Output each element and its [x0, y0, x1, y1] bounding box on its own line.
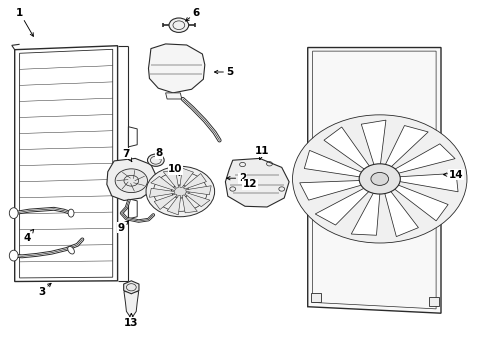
Polygon shape [382, 181, 418, 237]
Circle shape [146, 166, 215, 217]
Polygon shape [183, 174, 206, 189]
Text: 3: 3 [38, 283, 51, 297]
Text: 10: 10 [168, 164, 183, 176]
Text: 4: 4 [23, 229, 34, 243]
Circle shape [371, 172, 389, 185]
Ellipse shape [9, 250, 18, 261]
Text: 7: 7 [122, 149, 132, 162]
Polygon shape [304, 150, 375, 179]
Polygon shape [324, 127, 376, 177]
Text: 9: 9 [118, 221, 128, 233]
Polygon shape [182, 195, 197, 213]
Ellipse shape [68, 246, 74, 254]
Polygon shape [180, 168, 194, 188]
Text: 1: 1 [16, 8, 33, 36]
Text: 13: 13 [124, 314, 139, 328]
Ellipse shape [68, 209, 74, 217]
Polygon shape [149, 188, 175, 197]
Text: 14: 14 [443, 170, 463, 180]
Polygon shape [384, 173, 458, 192]
Polygon shape [361, 120, 386, 176]
Polygon shape [225, 158, 289, 207]
Polygon shape [154, 194, 177, 210]
Polygon shape [311, 293, 321, 302]
Polygon shape [383, 144, 455, 177]
Polygon shape [380, 126, 428, 176]
Polygon shape [123, 281, 139, 294]
Ellipse shape [9, 208, 18, 219]
Polygon shape [107, 158, 157, 201]
Polygon shape [351, 183, 381, 235]
Text: 6: 6 [186, 8, 199, 21]
Text: 11: 11 [255, 146, 270, 159]
Polygon shape [186, 186, 211, 195]
Circle shape [293, 115, 467, 243]
Polygon shape [148, 44, 205, 93]
Text: 8: 8 [156, 148, 163, 159]
Text: 2: 2 [227, 173, 246, 183]
Circle shape [359, 164, 400, 194]
Polygon shape [300, 180, 376, 200]
Polygon shape [151, 176, 175, 190]
Circle shape [169, 18, 189, 32]
Polygon shape [124, 292, 139, 319]
Text: 12: 12 [243, 179, 257, 189]
Text: 5: 5 [215, 67, 234, 77]
Polygon shape [166, 93, 182, 99]
Circle shape [172, 185, 189, 198]
Polygon shape [429, 297, 439, 306]
Polygon shape [384, 180, 448, 221]
Circle shape [147, 154, 164, 166]
Polygon shape [185, 193, 210, 207]
Polygon shape [167, 195, 181, 215]
Polygon shape [315, 182, 378, 225]
Circle shape [115, 169, 147, 193]
Polygon shape [163, 170, 178, 188]
Polygon shape [308, 48, 441, 313]
